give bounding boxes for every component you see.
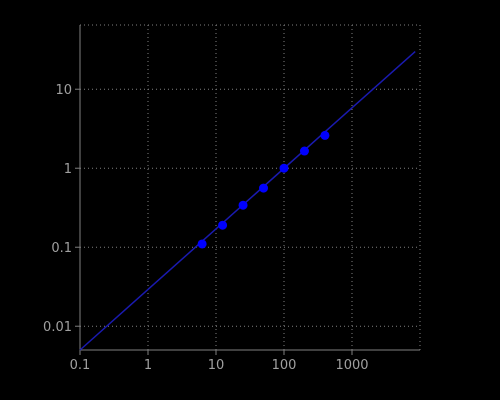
data-point xyxy=(197,239,207,249)
axes xyxy=(79,25,420,351)
x-ticks: 0.1 1 10 100 1000 xyxy=(70,350,369,373)
x-tick-label: 1000 xyxy=(335,358,368,373)
data-point xyxy=(320,130,330,140)
x-tick-label: 1 xyxy=(144,358,152,373)
x-tick-label: 10 xyxy=(208,358,225,373)
fit-line-layer xyxy=(79,50,416,351)
data-point xyxy=(299,146,309,156)
y-tick-label: 1 xyxy=(64,162,72,177)
y-tick-label: 0.01 xyxy=(43,320,72,335)
x-tick-label: 0.1 xyxy=(70,358,91,373)
x-tick-label: 100 xyxy=(272,358,297,373)
data-point xyxy=(279,163,289,173)
data-point xyxy=(218,220,228,230)
fit-line xyxy=(79,50,416,351)
y-ticks: 0.01 0.1 1 10 xyxy=(43,83,80,335)
y-tick-label: 10 xyxy=(55,83,72,98)
grid xyxy=(79,24,421,350)
data-points xyxy=(197,130,330,249)
data-point xyxy=(238,200,248,210)
data-point xyxy=(259,183,269,193)
y-tick-label: 0.1 xyxy=(51,241,72,256)
